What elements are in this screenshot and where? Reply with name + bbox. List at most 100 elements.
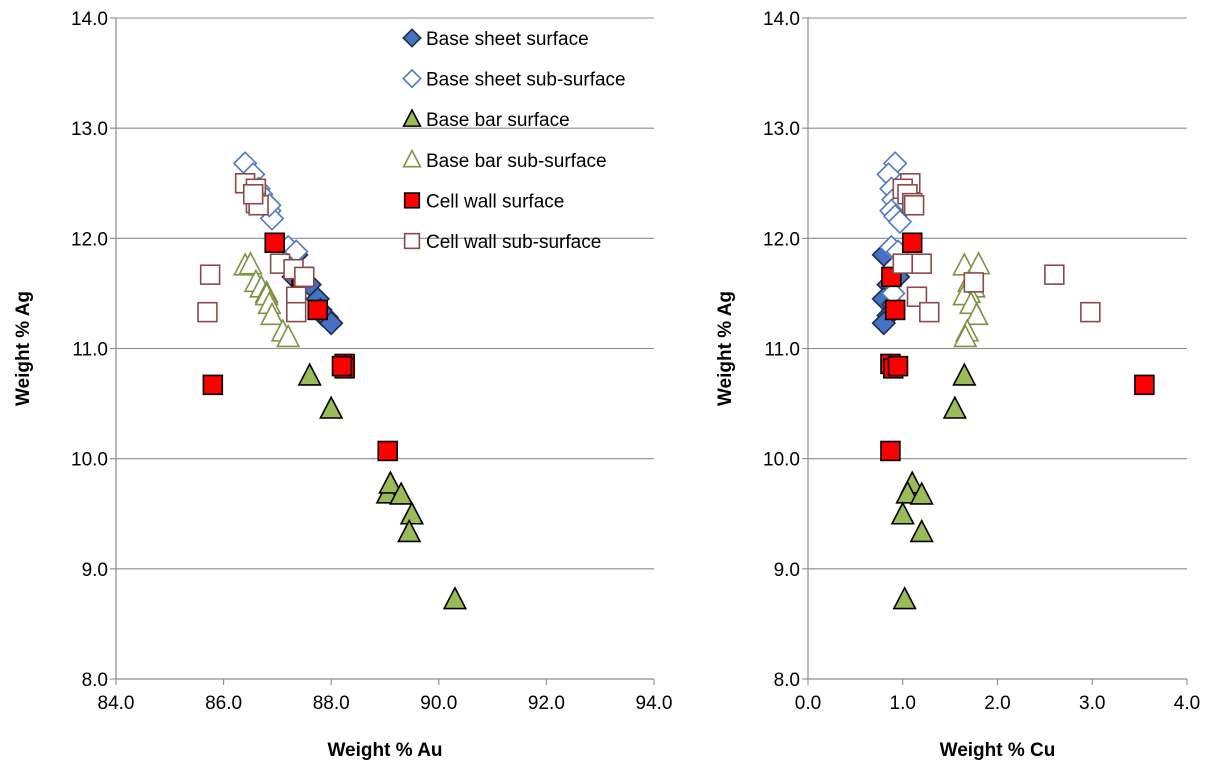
data-point [294,266,315,288]
legend-item: Cell wall surface [403,191,564,212]
legend-marker [403,192,421,209]
legend-item: Base sheet sub-surface [402,68,626,91]
legend-marker [402,68,422,89]
legend-label: Cell wall sub-surface [426,232,601,253]
data-point [895,480,920,504]
legend-marker [402,28,422,48]
legend-item: Base bar sub-surface [402,148,607,172]
data-point [197,301,218,323]
y-tick-label: 13.0 [763,119,800,140]
data-point [880,440,901,462]
data-point [942,395,967,419]
data-point [389,481,414,505]
data-point [952,362,977,386]
data-point [202,374,224,396]
x-tick-label: 86.0 [205,693,242,714]
data-point [399,501,425,525]
series-3 [297,362,468,610]
data-point [887,209,913,235]
data-point [911,253,932,274]
y-tick-label: 9.0 [82,560,108,581]
data-point [892,253,913,274]
y-tick-label: 9.0 [774,560,800,581]
data-point [963,272,985,293]
data-point [377,440,398,462]
x-tick-label: 88.0 [313,693,350,714]
legend-item: Cell wall sub-surface [403,232,601,253]
x-tick-label: 4.0 [1174,693,1200,714]
data-point [903,195,925,216]
chart-2: 8.0 9.0 10.0 11.0 12.0 13.0 14.0 0.0 1.0 2.0 3.0 4.… [715,9,1200,761]
data-point [378,470,403,494]
legend-item: Base sheet surface [402,28,589,50]
data-point [442,586,468,610]
series-3 [890,362,977,610]
series-5 [880,232,1155,462]
y-tick-label: 10.0 [71,450,108,471]
legend-item: Base bar surface [402,108,570,131]
data-point [964,301,989,326]
x-axis-title: Weight % Cu [940,740,1056,761]
data-point [264,232,285,253]
y-tick-label: 14.0 [71,9,108,30]
data-point [890,501,915,525]
y-tick-label: 14.0 [763,9,800,30]
legend-marker [403,232,421,250]
chart-1: 8.0 9.0 10.0 11.0 12.0 13.0 14.0 84.0 86.0 88.0 90… [13,9,672,761]
data-point [285,301,307,323]
data-point [397,518,422,543]
data-point [909,518,934,543]
legend: Base sheet surface Base sheet sub-surface… [402,28,626,253]
data-point [319,395,344,419]
data-point [297,362,322,386]
data-point [242,184,264,205]
data-point [1134,374,1155,396]
x-tick-label: 1.0 [890,693,916,714]
data-point [1044,264,1065,285]
x-tick-label: 92.0 [528,693,565,714]
y-tick-label: 13.0 [71,119,108,140]
y-axis-title: Weight % Ag [715,291,736,406]
legend-label: Base bar sub-surface [426,151,607,172]
data-point [276,323,301,348]
data-point [919,301,940,323]
data-point [953,323,978,348]
legend-marker [402,148,422,168]
y-tick-label: 10.0 [763,450,800,471]
legend-label: Base bar surface [426,110,570,131]
data-point [887,355,909,377]
data-point [331,355,353,377]
y-tick-label: 8.0 [774,670,800,691]
data-point [892,586,917,610]
data-point [909,481,934,505]
data-point [199,264,221,285]
y-tick-label: 12.0 [763,229,800,250]
data-point [307,299,328,321]
series-6 [197,173,315,323]
x-tick-label: 0.0 [795,693,821,714]
x-tick-label: 2.0 [984,693,1010,714]
series-4 [952,251,991,348]
x-tick-label: 90.0 [420,693,457,714]
x-tick-label: 94.0 [636,693,673,714]
data-point [901,232,923,253]
data-point [238,251,263,275]
y-tick-label: 8.0 [82,670,108,691]
series-6 [892,173,1101,323]
data-point [259,301,285,326]
y-tick-label: 11.0 [72,340,108,361]
series-5 [202,232,398,462]
x-tick-label: 84.0 [98,693,135,714]
series-4 [233,251,301,348]
data-point [884,299,906,321]
x-tick-label: 3.0 [1079,693,1105,714]
data-point [906,286,928,307]
y-tick-label: 12.0 [71,229,108,250]
legend-marker [402,108,422,127]
legend-label: Base sheet sub-surface [426,70,626,91]
legend-label: Base sheet surface [426,29,589,50]
data-point [966,251,991,275]
x-axis-title: Weight % Au [327,740,442,761]
